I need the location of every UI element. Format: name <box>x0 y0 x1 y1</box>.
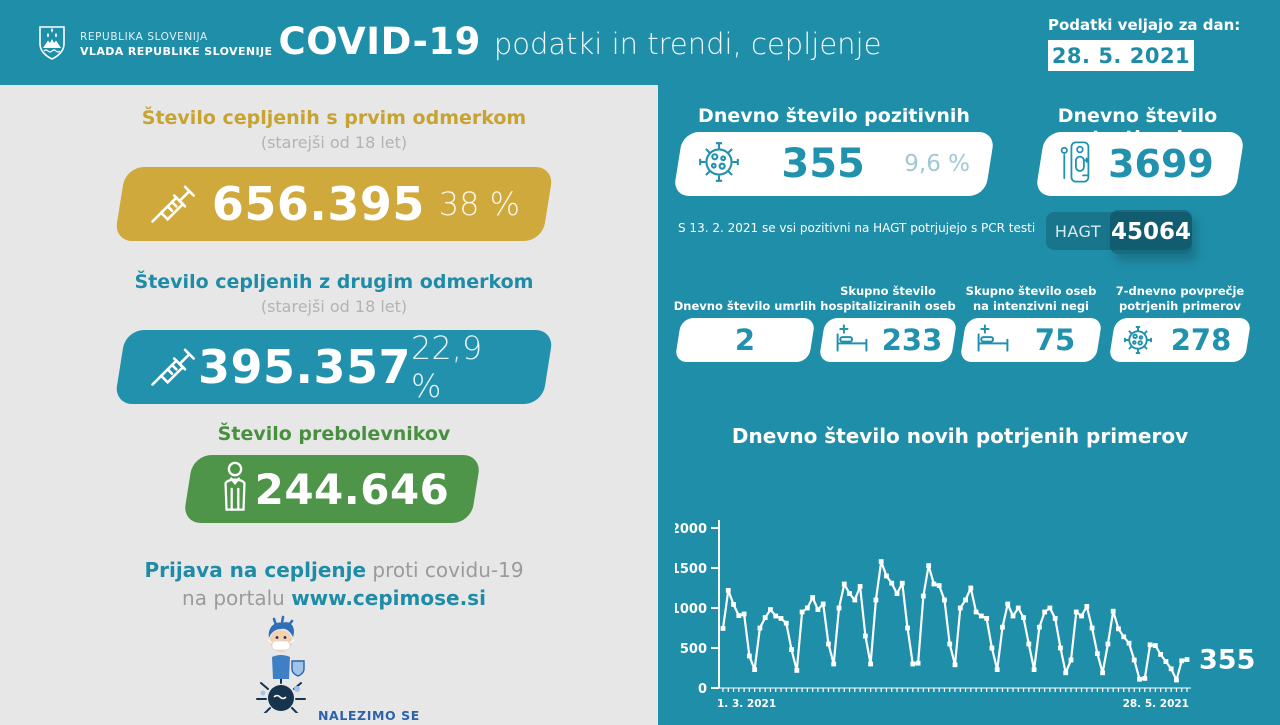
second-dose-subtitle: (starejši od 18 let) <box>260 297 408 316</box>
deaths-label: Dnevno število umrlih <box>673 299 817 314</box>
signup-line1: Prijava na cepljenje proti covidu-19 <box>34 558 634 582</box>
test-kit-icon <box>1056 137 1094 191</box>
hospital-bed-icon <box>834 323 870 357</box>
second-dose-title: Število cepljenih z drugim odmerkom <box>134 271 534 293</box>
positives-percent: 9,6 % <box>904 151 970 177</box>
recovered-value: 244.646 <box>254 464 450 514</box>
recovered-pill: 244.646 <box>182 455 482 523</box>
icu-value: 75 <box>1034 323 1076 357</box>
svg-text:355: 355 <box>1199 645 1255 676</box>
svg-text:500: 500 <box>680 642 707 657</box>
page-title: COVID-19 podatki in trendi, cepljenje <box>200 20 960 63</box>
gov-line2: VLADA REPUBLIKE SLOVENIJE <box>80 44 273 58</box>
svg-text:1. 3. 2021: 1. 3. 2021 <box>717 698 776 710</box>
signup-line2: na portalu www.cepimose.si <box>34 586 634 610</box>
positives-pill: 355 9,6 % <box>672 132 996 196</box>
svg-text:0: 0 <box>698 682 707 697</box>
date-label: Podatki veljajo za dan: <box>1048 16 1241 34</box>
signup-rest1: proti covidu-19 <box>366 558 524 582</box>
government-branding: REPUBLIKA SLOVENIJA VLADA REPUBLIKE SLOV… <box>36 24 272 66</box>
avg7-value: 278 <box>1170 323 1232 357</box>
campaign-line2: D BRIH <box>318 723 434 725</box>
hagt-label: HAGT <box>1054 221 1102 241</box>
recovered-title: Število prebolevnikov <box>217 423 451 445</box>
icu-label: Skupno število oseb na intenzivni negi <box>965 284 1097 314</box>
hagt-value: 45064 <box>1110 210 1192 254</box>
page-title-rest: podatki in trendi, cepljenje <box>493 27 882 61</box>
tests-pill: 3699 <box>1034 132 1246 196</box>
first-dose-title: Število cepljenih s prvim odmerkom <box>141 107 527 129</box>
page-title-bold: COVID-19 <box>278 20 481 63</box>
deaths-value: 2 <box>734 323 756 357</box>
signup-bold1: Prijava na cepljenje <box>144 558 367 582</box>
syringe-icon <box>146 339 198 395</box>
hospitalized-pill: 233 <box>818 318 958 362</box>
svg-text:1000: 1000 <box>675 602 707 617</box>
svg-text:2000: 2000 <box>675 522 707 537</box>
first-dose-percent: 38 % <box>438 185 520 223</box>
positives-value: 355 <box>781 141 865 187</box>
virus-icon <box>696 139 742 189</box>
vaccination-panel: Število cepljenih s prvim odmerkom (star… <box>0 85 658 725</box>
hagt-note: S 13. 2. 2021 se vsi pozitivni na HAGT p… <box>678 221 1036 235</box>
positives-title: Dnevno število pozitivnih <box>698 105 970 127</box>
cepimose-link[interactable]: www.cepimose.si <box>291 586 486 610</box>
campaign-line2a: D <box>318 723 338 725</box>
icu-bed-icon <box>975 323 1011 357</box>
hospitalized-value: 233 <box>881 323 943 357</box>
first-dose-pill: 656.395 38 % <box>114 167 554 241</box>
mascot-illustration <box>248 613 314 717</box>
person-icon <box>218 460 252 518</box>
campaign-line1: NALEZIMO SE <box>318 708 420 723</box>
syringe-icon <box>146 176 198 232</box>
deaths-pill: 2 <box>674 318 816 362</box>
date-value: 28. 5. 2021 <box>1048 40 1194 71</box>
coat-of-arms-icon <box>36 24 68 66</box>
second-dose-value: 395.357 <box>198 340 412 394</box>
avg7-label: 7-dnevno povprečje potrjenih primerov <box>1115 284 1245 314</box>
tests-value: 3699 <box>1108 142 1214 186</box>
hagt-badge: HAGT 45064 <box>1046 210 1192 254</box>
campaign-logo: NALEZIMO SE DBRIH NAVAD CEPIMO SE <box>318 708 434 725</box>
svg-text:1500: 1500 <box>675 562 707 577</box>
icu-pill: 75 <box>959 318 1103 362</box>
avg7-pill: 278 <box>1108 318 1252 362</box>
second-dose-pill: 395.357 22,9 % <box>114 329 554 405</box>
chart-title: Dnevno število novih potrjenih primerov <box>731 424 1189 448</box>
virus-icon-small <box>1122 324 1154 356</box>
daily-cases-line-chart: 0 500 1000 1500 2000 1. 3. 2021 28. 5. 2021 355 <box>675 520 1255 710</box>
first-dose-subtitle: (starejši od 18 let) <box>260 133 408 152</box>
campaign-line2b: BRIH <box>359 723 427 725</box>
second-dose-percent: 22,9 % <box>411 329 483 405</box>
signup-plain2: na portalu <box>182 586 292 610</box>
header: REPUBLIKA SLOVENIJA VLADA REPUBLIKE SLOV… <box>0 0 1280 85</box>
hospitalized-label: Skupno število hospitaliziranih oseb <box>820 284 956 314</box>
svg-text:28. 5. 2021: 28. 5. 2021 <box>1123 698 1189 710</box>
first-dose-value: 656.395 <box>211 177 425 231</box>
gov-line1: REPUBLIKA SLOVENIJA <box>80 31 208 44</box>
